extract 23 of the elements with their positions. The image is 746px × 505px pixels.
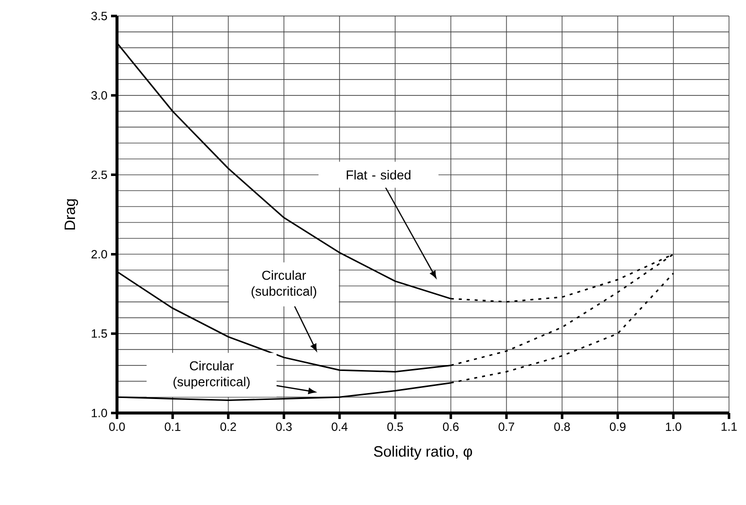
y-tick-label: 1.5 <box>92 329 107 338</box>
y-tick-label: 3.5 <box>91 12 107 20</box>
x-tick-label: 0.6 <box>442 422 459 431</box>
annotation: Circular (subcritical) <box>252 270 316 298</box>
y-tick-label: 2.0 <box>91 250 108 258</box>
annotation: Flat - sided <box>346 170 410 180</box>
x-tick-label: 0.3 <box>276 422 292 431</box>
x-tick-label: 0.7 <box>498 422 514 431</box>
x-tick-label: 1.1 <box>722 422 737 431</box>
y-tick-label: 1.0 <box>92 408 108 418</box>
x-tick-label: 0.0 <box>109 422 125 431</box>
x-tick-label: 0.8 <box>554 422 570 431</box>
y-tick-label: 2.5 <box>91 170 107 180</box>
y-tick-label: 3.0 <box>91 91 108 100</box>
x-tick-label: 0.4 <box>332 422 348 431</box>
x-tick-label: 0.9 <box>610 422 626 431</box>
x-axis-title: Solidity ratio, φ <box>374 446 472 460</box>
x-tick-label: 0.5 <box>387 422 403 431</box>
x-tick-label: 0.1 <box>164 422 180 431</box>
y-axis-title: Drag <box>64 199 78 230</box>
x-tick-label: 1.0 <box>666 422 682 431</box>
x-tick-label: 0.2 <box>220 422 236 431</box>
annotation: Circular (supercritical) <box>174 360 250 389</box>
